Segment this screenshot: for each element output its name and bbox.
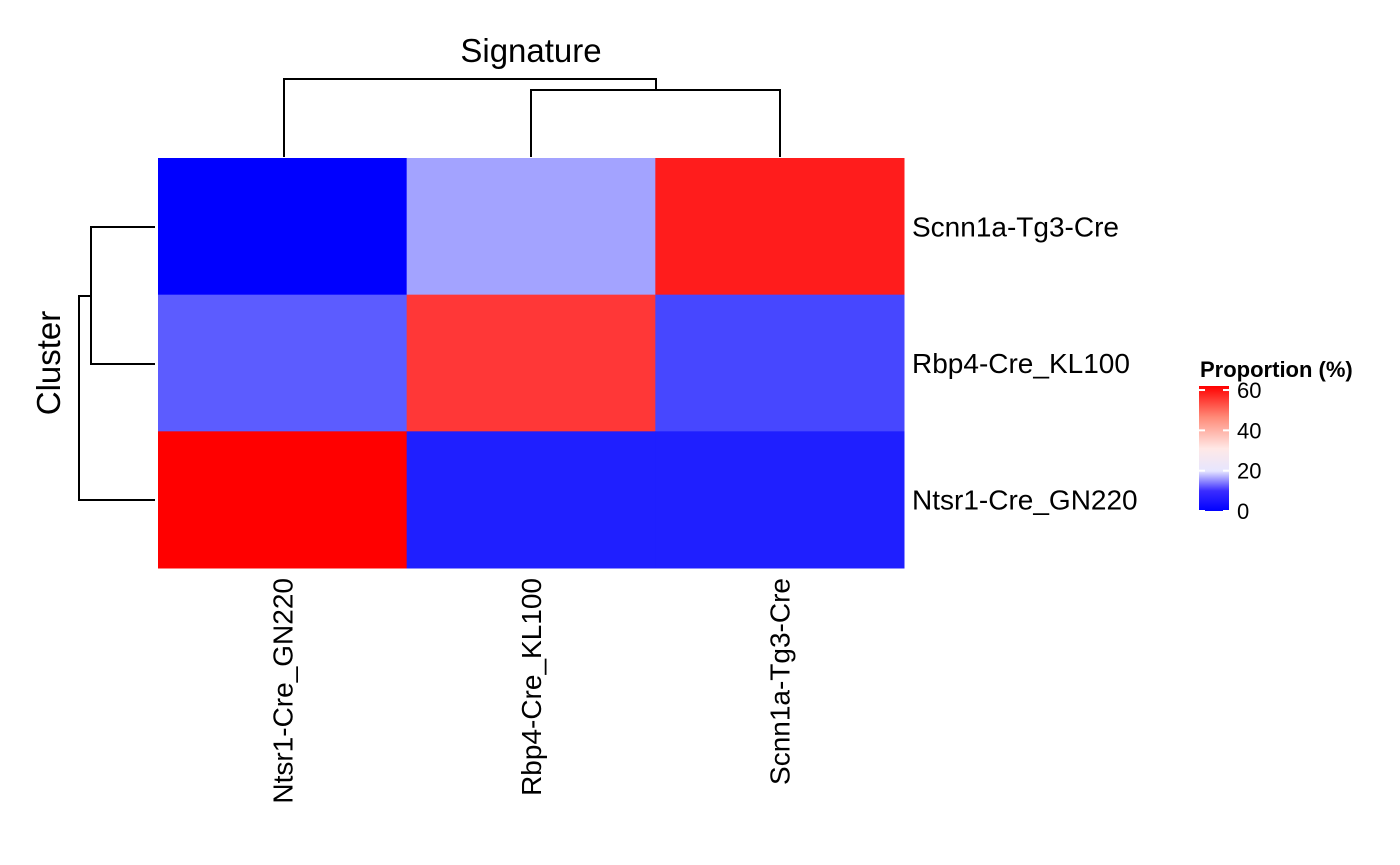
legend-title: Proportion (%) [1200,357,1353,382]
row-dendrogram-branch-inner [91,227,155,364]
heatmap-cell [655,158,904,295]
row-dendrogram [79,227,155,500]
column-dendrogram-branch-inner [531,90,780,157]
column-labels: Ntsr1-Cre_GN220 Rbp4-Cre_KL100 Scnn1a-Tg3-… [267,578,795,804]
heatmap-cell [158,295,407,432]
row-labels: Scnn1a-Tg3-Cre Rbp4-Cre_KL100 Ntsr1-Cre_GN… [912,211,1138,515]
heatmap-cell [158,431,407,568]
legend: Proportion (%) 0 20 40 60 [1199,357,1353,524]
row-title: Cluster [30,311,67,416]
legend-tick-label: 40 [1237,418,1261,443]
column-label: Scnn1a-Tg3-Cre [765,578,796,785]
legend-tick-label: 20 [1237,459,1261,484]
legend-tick-label: 60 [1237,378,1261,403]
heatmap-cell [655,295,904,432]
legend-tick-label: 0 [1237,499,1249,524]
row-label: Scnn1a-Tg3-Cre [912,211,1119,242]
heatmap-cell [407,295,656,432]
column-dendrogram [284,79,780,157]
row-label: Ntsr1-Cre_GN220 [912,485,1138,516]
column-title: Signature [460,32,601,69]
column-label: Rbp4-Cre_KL100 [516,578,547,796]
heatmap-cell [158,158,407,295]
heatmap-cell [655,431,904,568]
row-label: Rbp4-Cre_KL100 [912,348,1130,379]
heatmap-cells [158,158,905,569]
column-label: Ntsr1-Cre_GN220 [267,578,298,804]
legend-color-bar [1199,386,1229,511]
heatmap-cell [407,431,656,568]
heatmap-cell [407,158,656,295]
